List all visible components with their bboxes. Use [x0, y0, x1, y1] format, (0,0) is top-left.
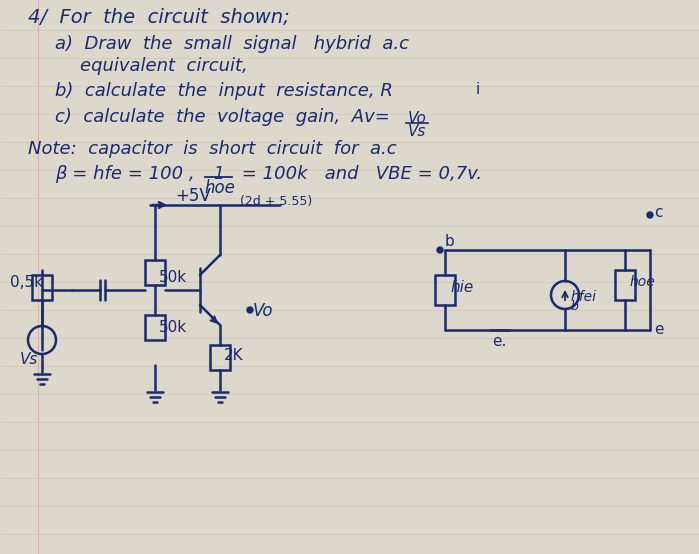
Text: +5V: +5V: [175, 187, 211, 205]
Text: Note:  capacitor  is  short  circuit  for  a.c: Note: capacitor is short circuit for a.c: [28, 140, 396, 158]
Text: b: b: [571, 300, 579, 313]
Text: 2K: 2K: [224, 348, 244, 363]
Text: = 100k   and   VBE = 0,7v.: = 100k and VBE = 0,7v.: [236, 165, 482, 183]
Text: hoe: hoe: [630, 275, 656, 289]
Text: β = hfe = 100 ,: β = hfe = 100 ,: [55, 165, 194, 183]
Text: a)  Draw  the  small  signal   hybrid  a.c: a) Draw the small signal hybrid a.c: [55, 35, 409, 53]
Text: 4/  For  the  circuit  shown;: 4/ For the circuit shown;: [28, 8, 290, 27]
Text: b)  calculate  the  input  resistance, R: b) calculate the input resistance, R: [55, 82, 393, 100]
Text: 50k: 50k: [159, 270, 187, 285]
Circle shape: [647, 212, 653, 218]
Text: hoe: hoe: [204, 179, 235, 197]
Text: i: i: [476, 82, 480, 97]
Text: b: b: [445, 234, 455, 249]
Text: equivalent  circuit,: equivalent circuit,: [80, 57, 247, 75]
Text: Vs: Vs: [20, 352, 38, 367]
Text: hfei: hfei: [571, 290, 597, 304]
Text: e.: e.: [492, 334, 506, 349]
Text: 50k: 50k: [159, 320, 187, 335]
Circle shape: [247, 307, 253, 313]
Text: e: e: [654, 322, 663, 337]
Text: Vs: Vs: [408, 124, 426, 139]
Text: c: c: [654, 205, 663, 220]
Text: Vo: Vo: [253, 302, 273, 320]
Circle shape: [437, 247, 443, 253]
Text: (2d + 5.55): (2d + 5.55): [240, 195, 312, 208]
Text: hie: hie: [450, 280, 473, 295]
Text: c)  calculate  the  voltage  gain,  Av=: c) calculate the voltage gain, Av=: [55, 108, 390, 126]
Text: 1: 1: [212, 165, 223, 183]
Text: 0,5k: 0,5k: [10, 275, 43, 290]
Text: Vo: Vo: [408, 111, 427, 126]
